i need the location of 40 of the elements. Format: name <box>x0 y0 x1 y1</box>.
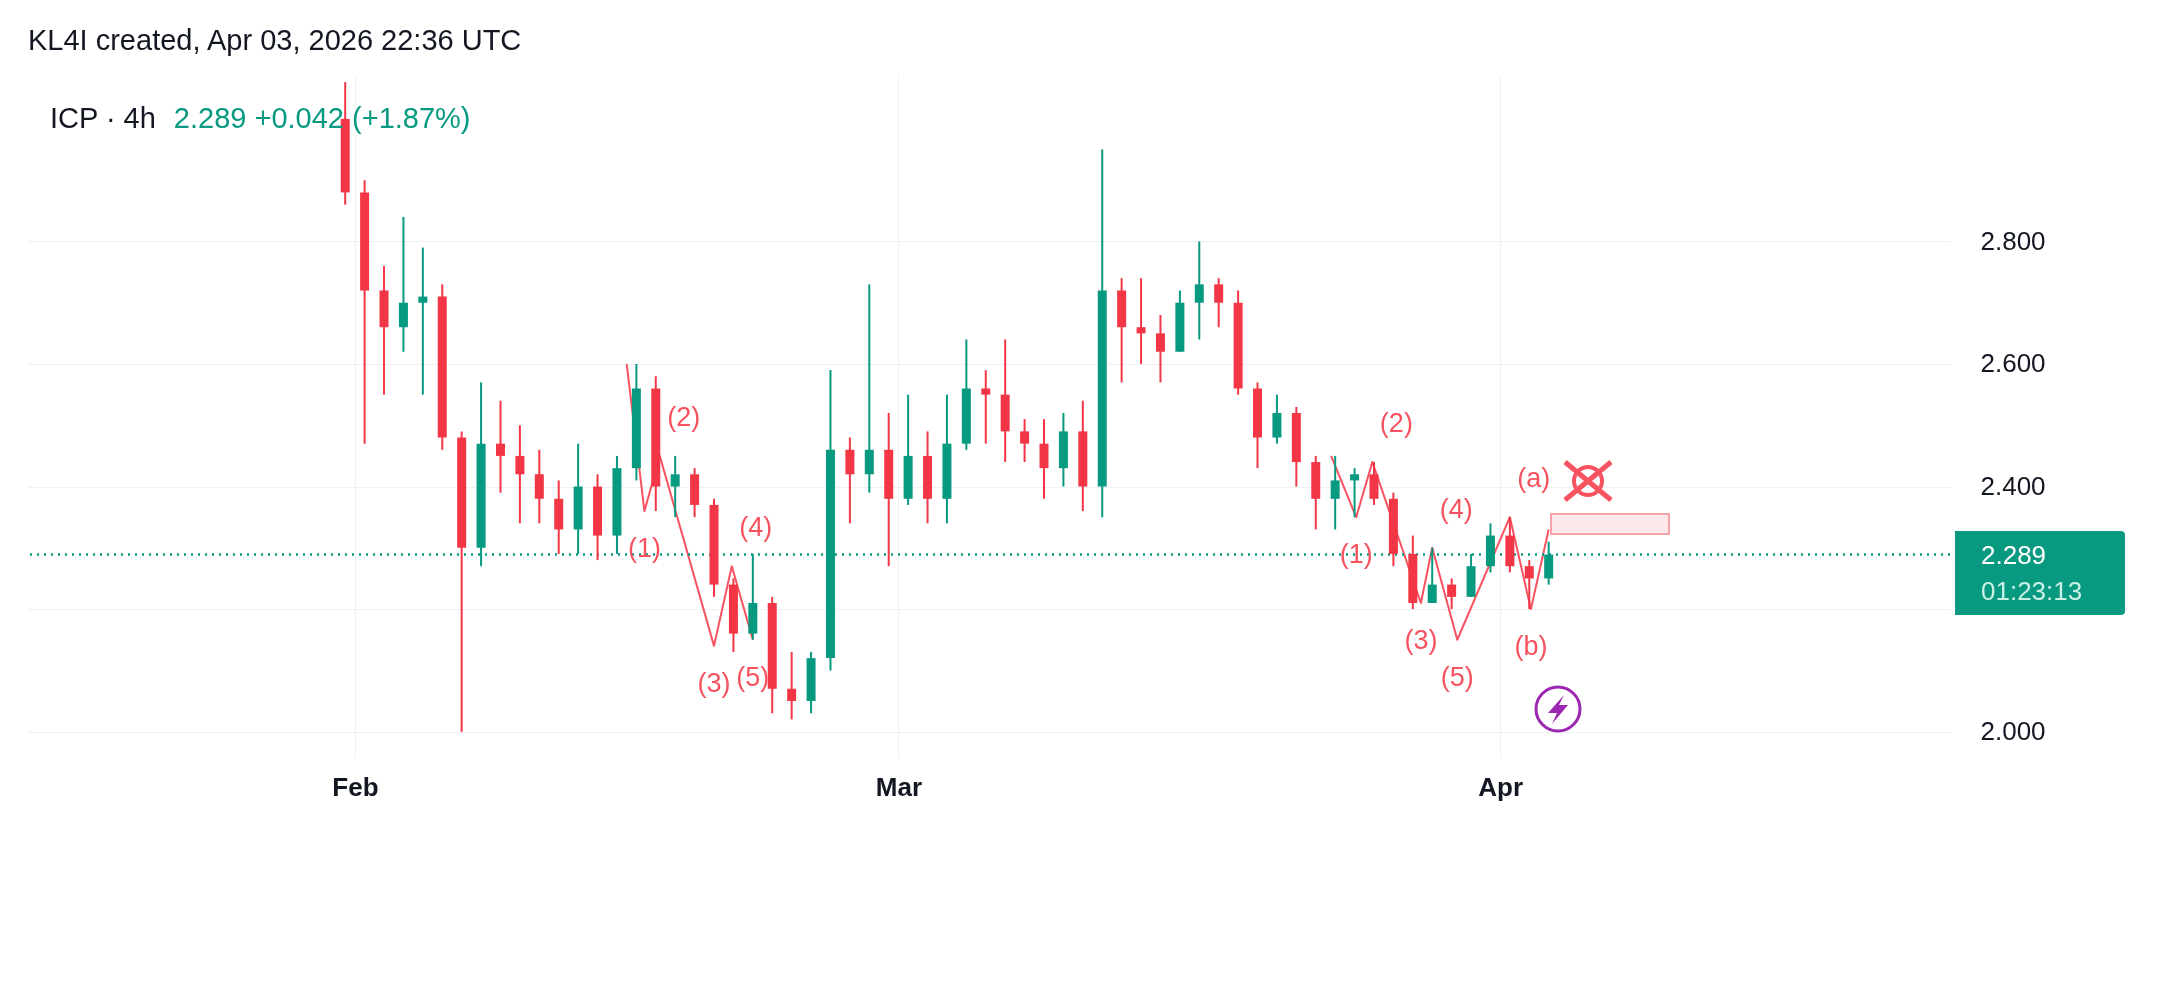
candlestick <box>1330 454 1340 531</box>
y-tick-label: 2.600 <box>1980 348 2046 379</box>
candlestick <box>1214 277 1224 329</box>
y-tick-label: 2.800 <box>1980 225 2046 256</box>
ref-line-label: 2.289 <box>1981 538 2048 572</box>
annotation: 2.289 +0.042 (+1.87%) <box>173 102 471 134</box>
text: 01:23:13 <box>1981 574 2084 608</box>
annotation: (1) <box>627 533 661 564</box>
candlestick <box>1194 240 1204 341</box>
candlestick <box>1020 418 1030 464</box>
y-tick-label: 2.000 <box>1980 716 2046 747</box>
annotation: (a) <box>1517 463 1551 494</box>
annotation: (b) <box>1514 631 1548 662</box>
annotation: (2) <box>1379 408 1413 439</box>
candlestick <box>787 650 797 721</box>
candlestick <box>1524 559 1534 611</box>
annotation: (3) <box>697 667 731 698</box>
candlestick <box>1155 313 1165 384</box>
candlestick <box>1350 467 1360 519</box>
annotation: (4) <box>739 512 773 543</box>
annotation: (4) <box>1439 493 1473 524</box>
annotation: (3) <box>1404 624 1438 655</box>
annotation: (5) <box>736 661 770 692</box>
candlestick <box>1447 577 1457 611</box>
candlestick <box>515 424 525 525</box>
annotation: (2) <box>667 401 701 432</box>
x-tick-label: Feb <box>332 771 379 802</box>
candlestick <box>1136 277 1146 365</box>
candlestick <box>670 454 680 519</box>
x-tick-label: Apr <box>1478 771 1524 802</box>
chart-title: KL4I created, Apr 03, 2026 22:36 UTC <box>28 24 522 57</box>
x-tick-label: Mar <box>875 771 923 802</box>
candlestick <box>418 246 428 396</box>
y-tick-label: 2.400 <box>1980 471 2046 502</box>
candlestick <box>495 399 505 494</box>
candlestick <box>981 369 991 445</box>
annotation: (5) <box>1440 661 1474 692</box>
annotation: (1) <box>1339 539 1373 570</box>
text: ICP · 4h <box>50 102 156 134</box>
candlestick <box>864 283 874 494</box>
